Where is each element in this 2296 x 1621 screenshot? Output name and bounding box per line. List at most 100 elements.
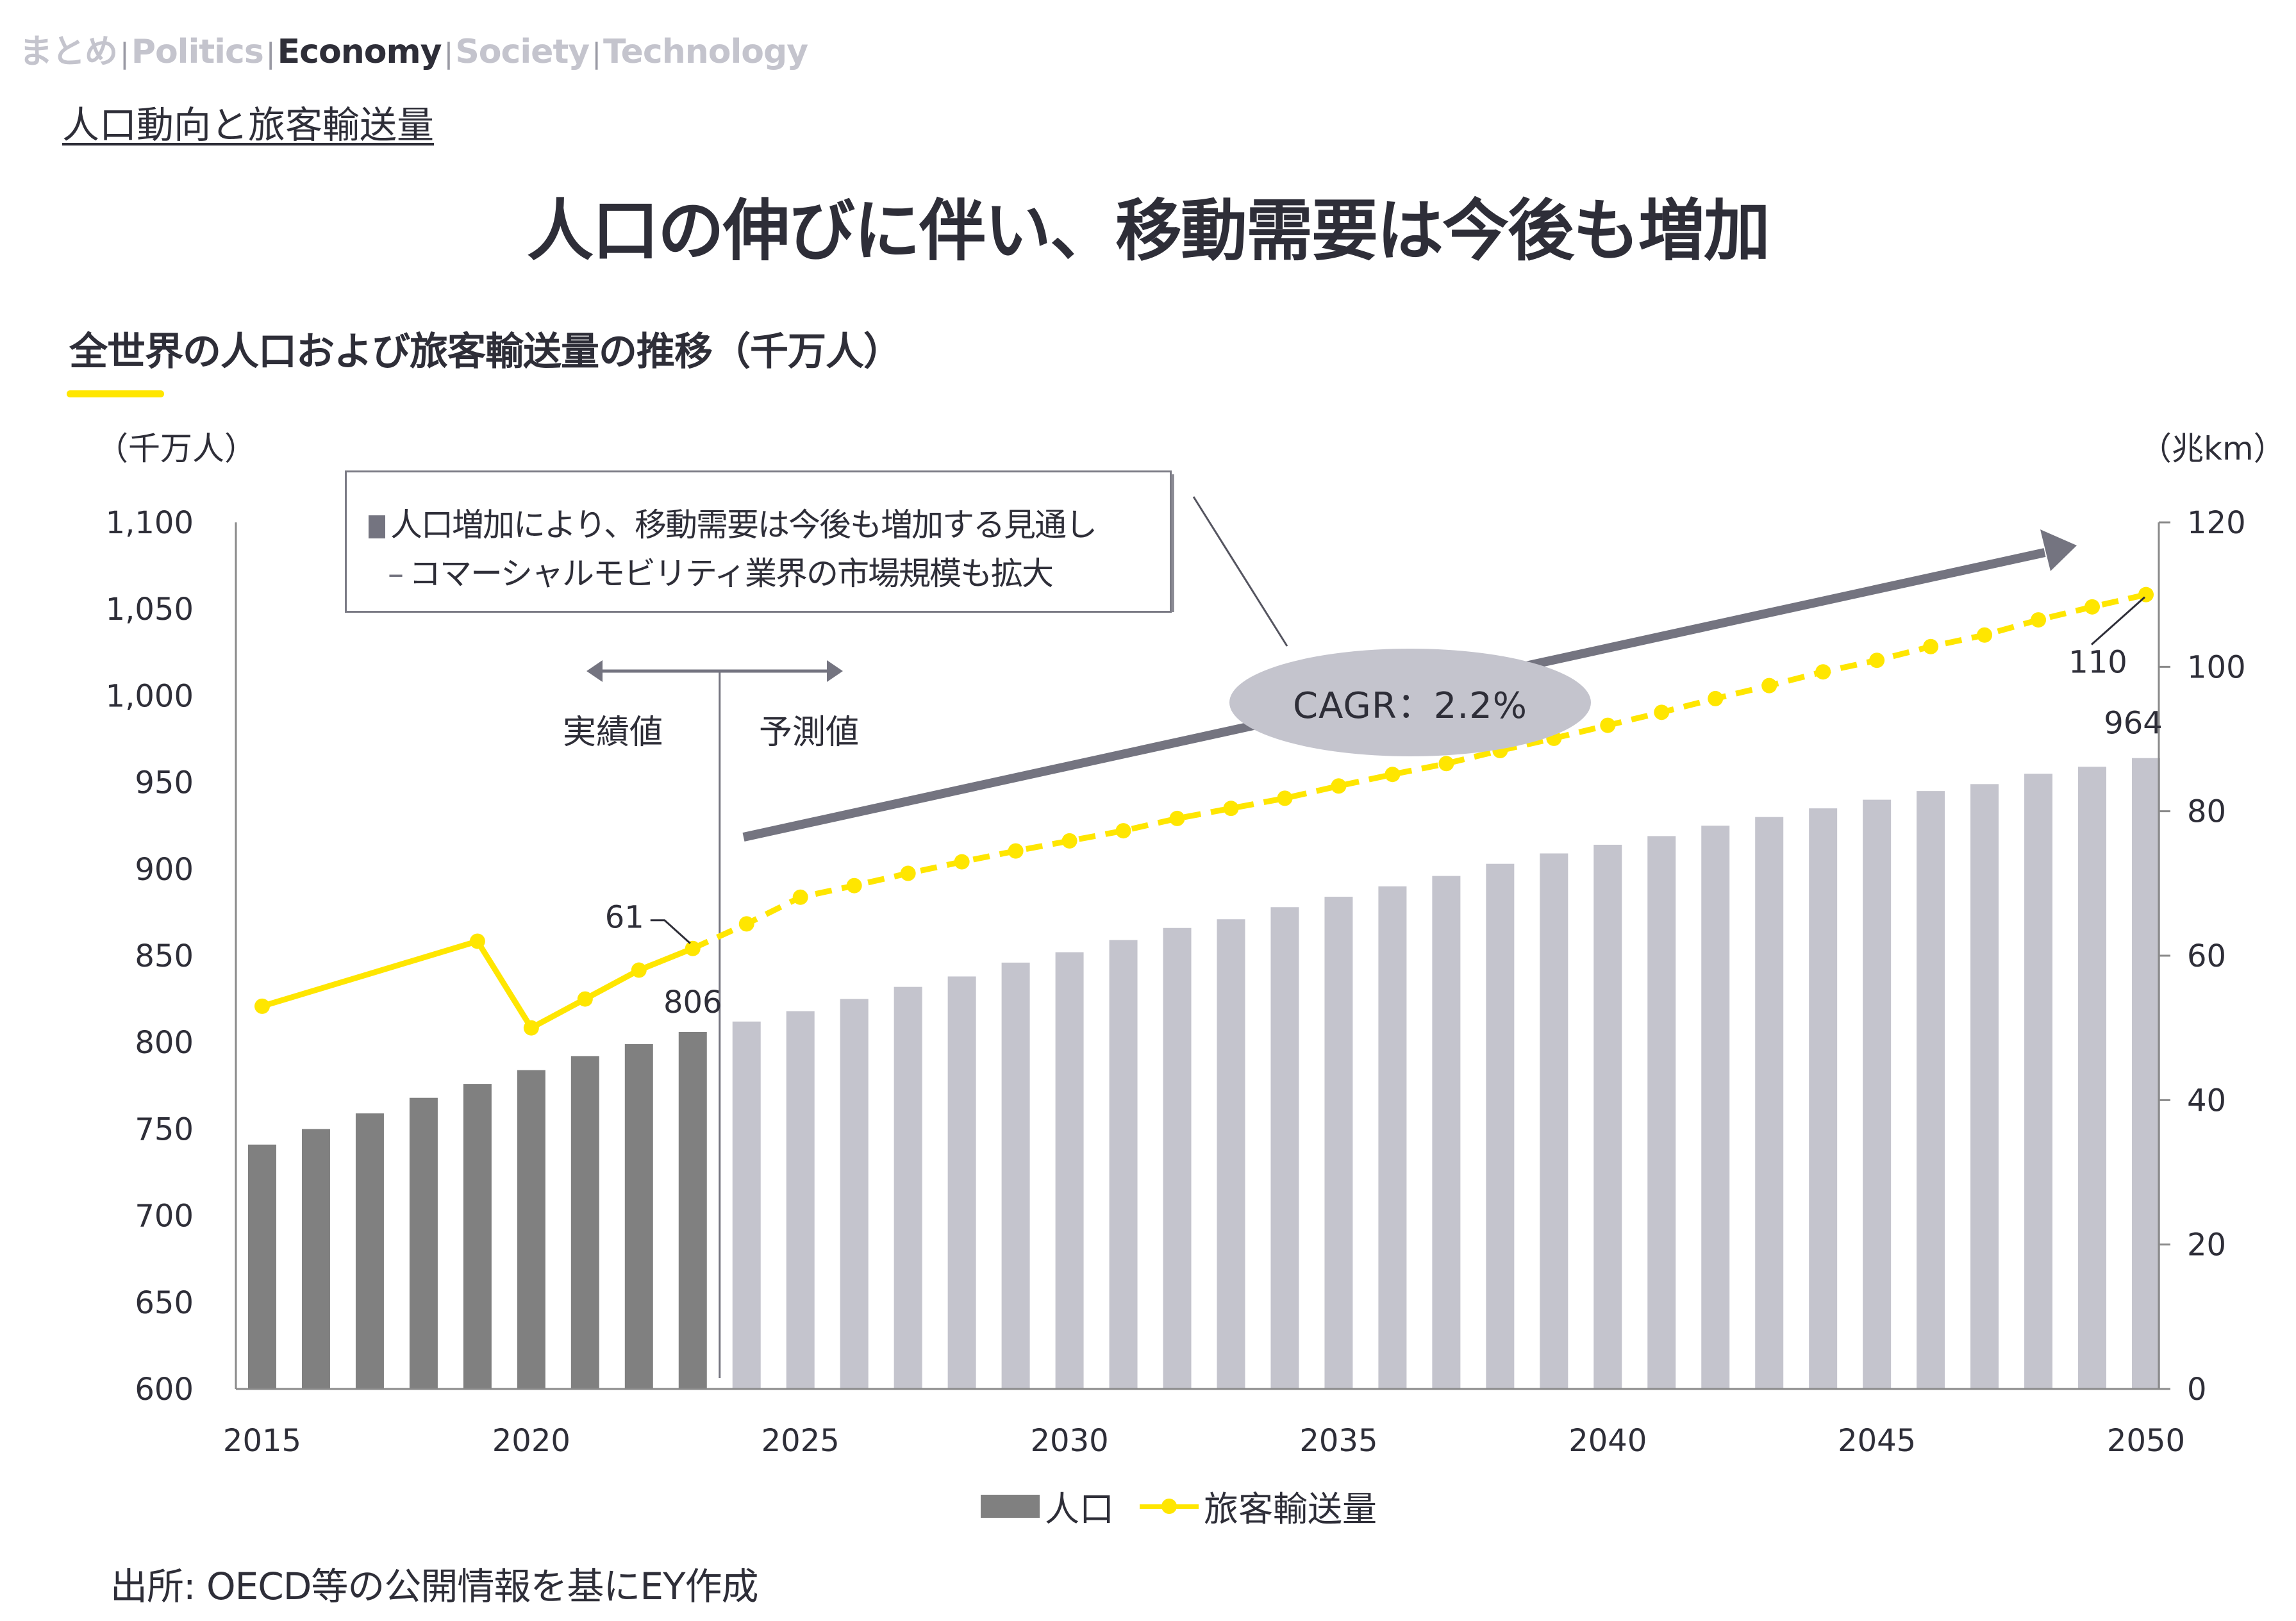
note-box: 人口増加により、移動需要は今後も増加する見通し – コマーシャルモビリティ業界の市… [345, 470, 1172, 613]
line-point-2024 [738, 916, 754, 932]
bar-2019 [463, 1084, 492, 1389]
bar-2036 [1378, 886, 1407, 1389]
left-tick-label: 700 [135, 1199, 194, 1234]
data-labels: 806 964 61 110 [605, 596, 2163, 1020]
source-note: 出所: OECD等の公開情報を基にEY作成 [110, 1565, 759, 1608]
right-tick-label: 60 [2187, 938, 2226, 974]
bar-2044 [1809, 808, 1838, 1389]
bar-2023 [678, 1031, 707, 1389]
x-tick-label: 2030 [1030, 1423, 1108, 1459]
bar-2035 [1324, 897, 1353, 1389]
bar-2028 [947, 976, 976, 1389]
bar-2017 [355, 1113, 384, 1389]
data-label-806: 806 [663, 985, 722, 1020]
right-axis-unit: （兆km） [2140, 430, 2286, 467]
x-tick-label: 2025 [761, 1423, 840, 1459]
chart-legend: 人口 旅客輸送量 [981, 1481, 1377, 1531]
bar-2039 [1540, 853, 1568, 1389]
bar-2033 [1217, 919, 1245, 1389]
nav-item-summary[interactable]: まとめ [19, 33, 118, 71]
callout-connector [1192, 496, 1288, 647]
bar-2022 [624, 1043, 653, 1389]
bar-2030 [1055, 952, 1084, 1389]
arrow-left-icon [586, 660, 603, 682]
bar-2041 [1647, 836, 1676, 1389]
note-line-2-text: コマーシャルモビリティ業界の市場規模も拡大 [409, 555, 1054, 592]
bar-2025 [786, 1011, 815, 1389]
right-tick-label: 100 [2187, 649, 2246, 685]
right-tick-label: 80 [2187, 794, 2226, 830]
bar-2015 [248, 1144, 276, 1389]
x-tick-label: 2050 [2107, 1423, 2185, 1459]
bar-2031 [1109, 940, 1138, 1389]
line-point-2048 [2031, 612, 2047, 628]
bar-2020 [517, 1070, 545, 1389]
nav-separator: | [592, 37, 601, 70]
nav-item-technology[interactable]: Technology [603, 33, 808, 71]
line-point-2034 [1277, 790, 1293, 806]
x-tick-label: 2035 [1299, 1423, 1377, 1459]
x-tick-label: 2040 [1568, 1423, 1647, 1459]
bar-2037 [1432, 876, 1461, 1389]
bar-2047 [1970, 784, 1999, 1389]
axes [235, 521, 2170, 1390]
line-point-2037 [1438, 756, 1454, 772]
bar-2018 [409, 1097, 438, 1389]
data-label-964: 964 [2104, 706, 2163, 742]
line-point-2028 [954, 854, 970, 870]
right-tick-label: 120 [2187, 505, 2246, 541]
line-point-2042 [1708, 690, 1724, 706]
line-point-2045 [1869, 653, 1885, 669]
bar-2048 [2024, 774, 2053, 1389]
leader-line-110 [2091, 596, 2145, 645]
population-bars [248, 758, 2160, 1389]
left-tick-label: 850 [135, 938, 194, 974]
nav-item-politics[interactable]: Politics [131, 33, 264, 71]
cagr-badge: CAGR：2.2% [1229, 649, 1591, 756]
chart-title: 全世界の人口および旅客輸送量の推移（千万人） [69, 329, 902, 374]
line-point-2030 [1061, 833, 1077, 849]
left-tick-label: 650 [135, 1285, 194, 1321]
nav-item-society[interactable]: Society [455, 33, 590, 71]
left-tick-label: 950 [135, 765, 194, 801]
right-tick-label: 0 [2187, 1372, 2207, 1408]
line-point-2032 [1169, 810, 1185, 826]
bar-2026 [840, 999, 869, 1389]
x-tick-label: 2045 [1838, 1423, 1916, 1459]
bar-2043 [1755, 817, 1784, 1389]
nav-separator: | [265, 37, 276, 70]
square-bullet-icon [369, 515, 385, 538]
passenger-line-forecast [691, 592, 2147, 951]
line-point-2022 [631, 962, 647, 978]
left-tick-label: 1,050 [106, 592, 194, 628]
nav-item-economy[interactable]: Economy [277, 33, 442, 71]
line-point-2043 [1761, 677, 1777, 694]
x-tick-label: 2020 [492, 1423, 570, 1459]
line-point-2021 [577, 991, 593, 1007]
bar-2034 [1270, 907, 1299, 1389]
line-point-2023 [685, 940, 701, 956]
section-link[interactable]: 人口動向と旅客輸送量 [62, 103, 435, 147]
tick-labels: 600 650 700 750 800 850 900 950 1,000 1,050 1,100 0… [106, 505, 2246, 1459]
actual-forecast-divider [586, 660, 843, 1378]
line-point-2020 [523, 1020, 539, 1036]
left-tick-label: 750 [135, 1111, 194, 1147]
trend-arrowhead-icon [2040, 529, 2077, 571]
leader-line-61 [650, 919, 691, 944]
note-line-2: – コマーシャルモビリティ業界の市場規模も拡大 [388, 548, 1054, 594]
passenger-line [254, 586, 2154, 1036]
left-axis-unit: （千万人） [96, 430, 256, 467]
bar-2042 [1701, 826, 1730, 1389]
data-label-61: 61 [605, 900, 644, 936]
line-point-2015 [254, 998, 270, 1014]
line-point-2041 [1654, 704, 1670, 720]
right-tick-label: 40 [2187, 1083, 2226, 1118]
line-point-2019 [469, 933, 485, 949]
bar-2038 [1486, 863, 1515, 1389]
nav-separator: | [444, 37, 454, 70]
legend-line-label: 旅客輸送量 [1204, 1489, 1377, 1529]
right-tick-label: 20 [2187, 1227, 2226, 1263]
top-nav: まとめ|Politics|Economy|Society|Technology [19, 24, 808, 72]
line-point-2046 [1923, 638, 1939, 654]
